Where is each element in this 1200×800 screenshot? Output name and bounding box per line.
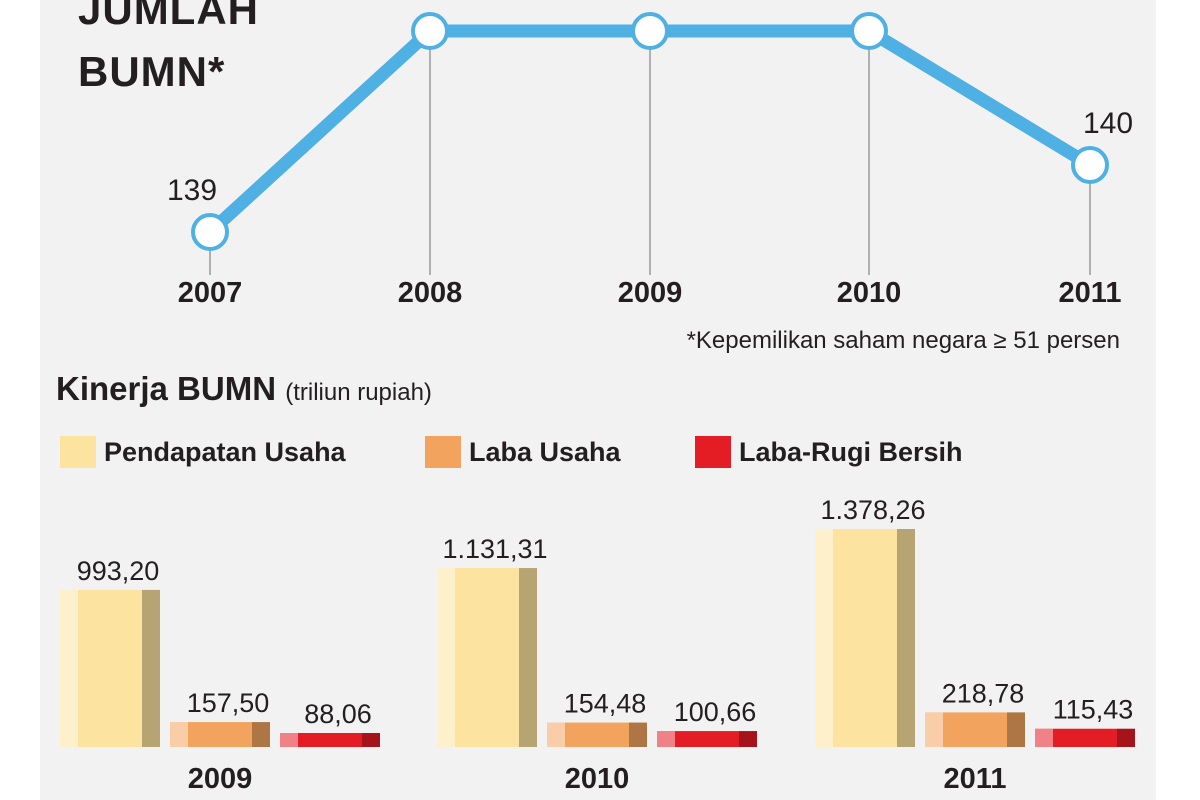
section-title: Kinerja BUMN (triliun rupiah)	[56, 370, 432, 408]
bar-highlight	[547, 722, 565, 747]
category-label: 2011	[944, 763, 1007, 795]
data-point	[1071, 146, 1109, 184]
bar-highlight	[280, 733, 298, 747]
legend-label: Laba Usaha	[469, 436, 621, 467]
data-point	[191, 213, 229, 251]
legend-swatch-laba-rugi	[695, 436, 731, 468]
bar	[547, 722, 647, 747]
footnote: *Kepemilikan saham negara ≥ 51 persen	[686, 327, 1120, 354]
x-tick-label: 2007	[178, 277, 243, 309]
legend-label: Pendapatan Usaha	[104, 436, 346, 467]
x-tick-label: 2009	[618, 277, 683, 309]
bar	[657, 731, 757, 747]
bar-shade	[1007, 712, 1025, 747]
bar-highlight	[170, 722, 188, 747]
data-label: 140	[1083, 107, 1133, 140]
bar-value-label: 218,78	[942, 678, 1025, 708]
bar-shade	[362, 733, 380, 747]
bar-shade	[739, 731, 757, 747]
bar-value-label: 1.378,26	[820, 495, 925, 525]
bar	[280, 733, 380, 747]
bar	[1035, 728, 1135, 747]
bar-value-label: 88,06	[304, 699, 372, 729]
category-label: 2009	[188, 763, 253, 795]
bar-highlight	[925, 712, 943, 747]
x-tick-label: 2008	[398, 277, 463, 309]
section-title-text: Kinerja BUMN	[56, 370, 277, 407]
bar-value-label: 157,50	[187, 688, 270, 718]
bar-shade	[142, 589, 160, 747]
bar	[815, 529, 915, 747]
legend-item-laba-usaha: Laba Usaha	[425, 432, 621, 472]
bar-highlight	[657, 731, 675, 747]
bar-shade	[519, 568, 537, 747]
bar-shade	[252, 722, 270, 747]
bar-value-label: 115,43	[1053, 695, 1134, 725]
x-tick-label: 2010	[837, 277, 902, 309]
title-line-2: BUMN*	[78, 48, 226, 95]
line-chart: 2007 2008 2009 2010 2011 139 140	[167, 12, 1133, 309]
bar-highlight	[815, 529, 833, 747]
bar-value-label: 100,66	[674, 697, 757, 727]
legend-swatch-pendapatan	[60, 436, 96, 468]
data-point	[850, 12, 888, 50]
bar-highlight	[437, 568, 455, 747]
bar-value-label: 1.131,31	[442, 534, 547, 564]
x-tick-label: 2011	[1059, 277, 1122, 309]
legend-item-laba-rugi: Laba-Rugi Bersih	[695, 432, 963, 472]
title-line-1: JUMLAH	[78, 0, 259, 33]
legend-label: Laba-Rugi Bersih	[739, 436, 963, 467]
bar	[60, 589, 160, 747]
category-label: 2010	[565, 763, 630, 795]
bar-highlight	[60, 589, 78, 747]
data-point	[631, 12, 669, 50]
bar-value-label: 993,20	[77, 556, 160, 586]
legend-item-pendapatan: Pendapatan Usaha	[60, 432, 346, 472]
data-point	[411, 12, 449, 50]
bar-shade	[1117, 728, 1135, 747]
data-label: 139	[167, 174, 217, 207]
bar-shade	[629, 722, 647, 747]
bar	[170, 722, 270, 747]
bar-highlight	[1035, 728, 1053, 747]
bar	[925, 712, 1025, 747]
chart-panel	[40, 0, 1156, 800]
section-unit: (triliun rupiah)	[285, 379, 432, 406]
bar	[437, 568, 537, 747]
legend-swatch-laba-usaha	[425, 436, 461, 468]
bar-value-label: 154,48	[564, 689, 647, 719]
bar-shade	[897, 529, 915, 747]
